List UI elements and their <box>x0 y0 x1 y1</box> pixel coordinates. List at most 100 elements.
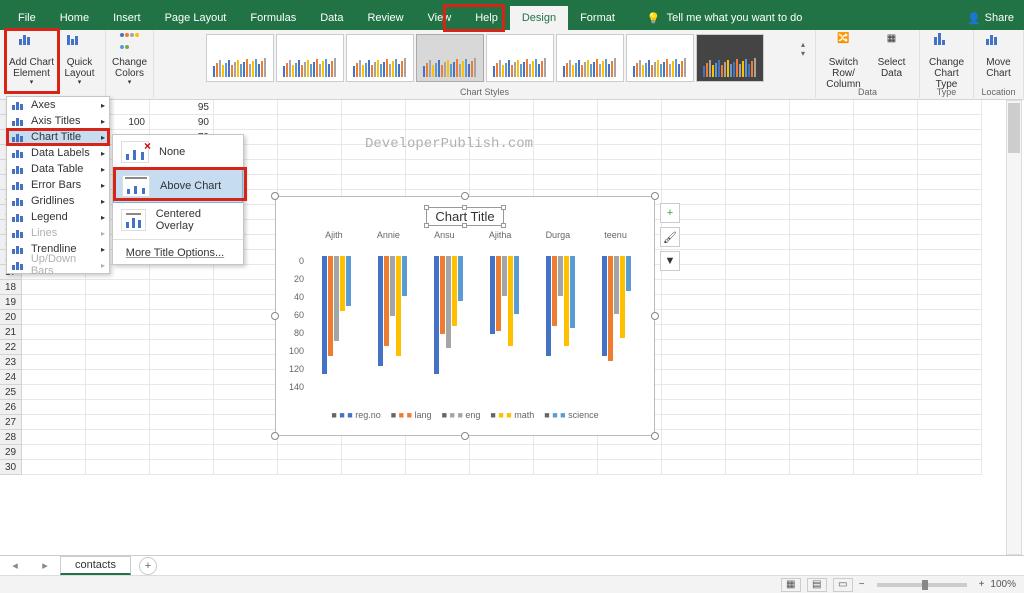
cell[interactable] <box>662 385 726 400</box>
cell[interactable] <box>22 325 86 340</box>
cell[interactable] <box>854 460 918 475</box>
cell[interactable] <box>150 355 214 370</box>
chart-styles-button[interactable]: 🖌 <box>660 227 680 247</box>
cell[interactable] <box>854 355 918 370</box>
menu-item-error-bars[interactable]: Error Bars▸ <box>7 177 109 193</box>
plot-area[interactable]: 020406080100120140 <box>308 246 644 406</box>
cell[interactable] <box>406 160 470 175</box>
cell[interactable] <box>150 265 214 280</box>
chart-style-thumb[interactable] <box>416 34 484 82</box>
cell[interactable] <box>854 145 918 160</box>
share-button[interactable]: 👤 Share <box>967 12 1014 25</box>
bar[interactable] <box>552 256 557 326</box>
cell[interactable] <box>342 445 406 460</box>
resize-handle[interactable] <box>271 192 279 200</box>
cell[interactable] <box>854 340 918 355</box>
normal-view-button[interactable]: ▦ <box>781 578 801 592</box>
row-header[interactable]: 25 <box>0 385 22 400</box>
cell[interactable] <box>150 385 214 400</box>
chart-style-thumb[interactable] <box>346 34 414 82</box>
cell[interactable] <box>86 430 150 445</box>
cell[interactable] <box>854 235 918 250</box>
cell[interactable] <box>214 325 278 340</box>
cell[interactable] <box>854 295 918 310</box>
cell[interactable] <box>86 310 150 325</box>
row-header[interactable]: 30 <box>0 460 22 475</box>
cell[interactable] <box>470 130 534 145</box>
bar[interactable] <box>608 256 613 361</box>
chart-style-thumb[interactable] <box>276 34 344 82</box>
cell[interactable] <box>726 445 790 460</box>
sheet-nav[interactable]: ◂▸ <box>0 559 60 572</box>
bar[interactable] <box>346 256 351 306</box>
cell[interactable] <box>22 370 86 385</box>
cell[interactable] <box>918 370 982 385</box>
cell[interactable] <box>406 115 470 130</box>
cell[interactable] <box>918 340 982 355</box>
cell[interactable] <box>726 130 790 145</box>
cell[interactable] <box>790 445 854 460</box>
cell[interactable] <box>726 175 790 190</box>
cell[interactable] <box>278 175 342 190</box>
cell[interactable] <box>534 130 598 145</box>
cell[interactable] <box>790 280 854 295</box>
row-header[interactable]: 22 <box>0 340 22 355</box>
cell[interactable] <box>534 115 598 130</box>
page-layout-view-button[interactable]: ▤ <box>807 578 827 592</box>
cell[interactable] <box>790 265 854 280</box>
row-header[interactable]: 27 <box>0 415 22 430</box>
cell[interactable] <box>726 325 790 340</box>
bar[interactable] <box>402 256 407 296</box>
row-header[interactable]: 28 <box>0 430 22 445</box>
cell[interactable] <box>406 130 470 145</box>
cell[interactable] <box>150 400 214 415</box>
cell[interactable] <box>278 145 342 160</box>
cell[interactable] <box>214 265 278 280</box>
cell[interactable] <box>342 115 406 130</box>
ribbon-tab-home[interactable]: Home <box>48 6 101 30</box>
cell[interactable] <box>278 460 342 475</box>
cell[interactable] <box>342 175 406 190</box>
bar[interactable] <box>502 256 507 296</box>
cell[interactable] <box>854 250 918 265</box>
cell[interactable] <box>598 130 662 145</box>
cell[interactable] <box>790 355 854 370</box>
menu-item-data-table[interactable]: Data Table▸ <box>7 161 109 177</box>
cell[interactable] <box>918 175 982 190</box>
cell[interactable] <box>918 415 982 430</box>
cell[interactable] <box>918 460 982 475</box>
cell[interactable] <box>918 130 982 145</box>
cell[interactable] <box>790 400 854 415</box>
row-header[interactable]: 24 <box>0 370 22 385</box>
cell[interactable] <box>278 130 342 145</box>
cell[interactable] <box>406 100 470 115</box>
cell[interactable] <box>790 145 854 160</box>
more-title-options[interactable]: More Title Options... <box>113 242 243 264</box>
bar[interactable] <box>434 256 439 374</box>
cell[interactable] <box>662 175 726 190</box>
bar[interactable] <box>328 256 333 356</box>
cell[interactable] <box>726 250 790 265</box>
cell[interactable] <box>854 310 918 325</box>
cell[interactable] <box>662 340 726 355</box>
cell[interactable] <box>662 295 726 310</box>
cell[interactable] <box>854 370 918 385</box>
row-header[interactable]: 29 <box>0 445 22 460</box>
cell[interactable] <box>406 175 470 190</box>
cell[interactable] <box>662 400 726 415</box>
vertical-scrollbar[interactable] <box>1006 100 1022 555</box>
cell[interactable] <box>790 460 854 475</box>
bar[interactable] <box>564 256 569 346</box>
cell[interactable] <box>534 460 598 475</box>
cell[interactable] <box>598 175 662 190</box>
cell[interactable] <box>726 280 790 295</box>
cell[interactable] <box>22 385 86 400</box>
bar[interactable] <box>570 256 575 328</box>
cell[interactable] <box>214 355 278 370</box>
cell[interactable] <box>278 160 342 175</box>
cell[interactable] <box>214 100 278 115</box>
cell[interactable] <box>662 280 726 295</box>
bar[interactable] <box>390 256 395 316</box>
cell[interactable] <box>918 400 982 415</box>
chart-elements-button[interactable]: + <box>660 203 680 223</box>
